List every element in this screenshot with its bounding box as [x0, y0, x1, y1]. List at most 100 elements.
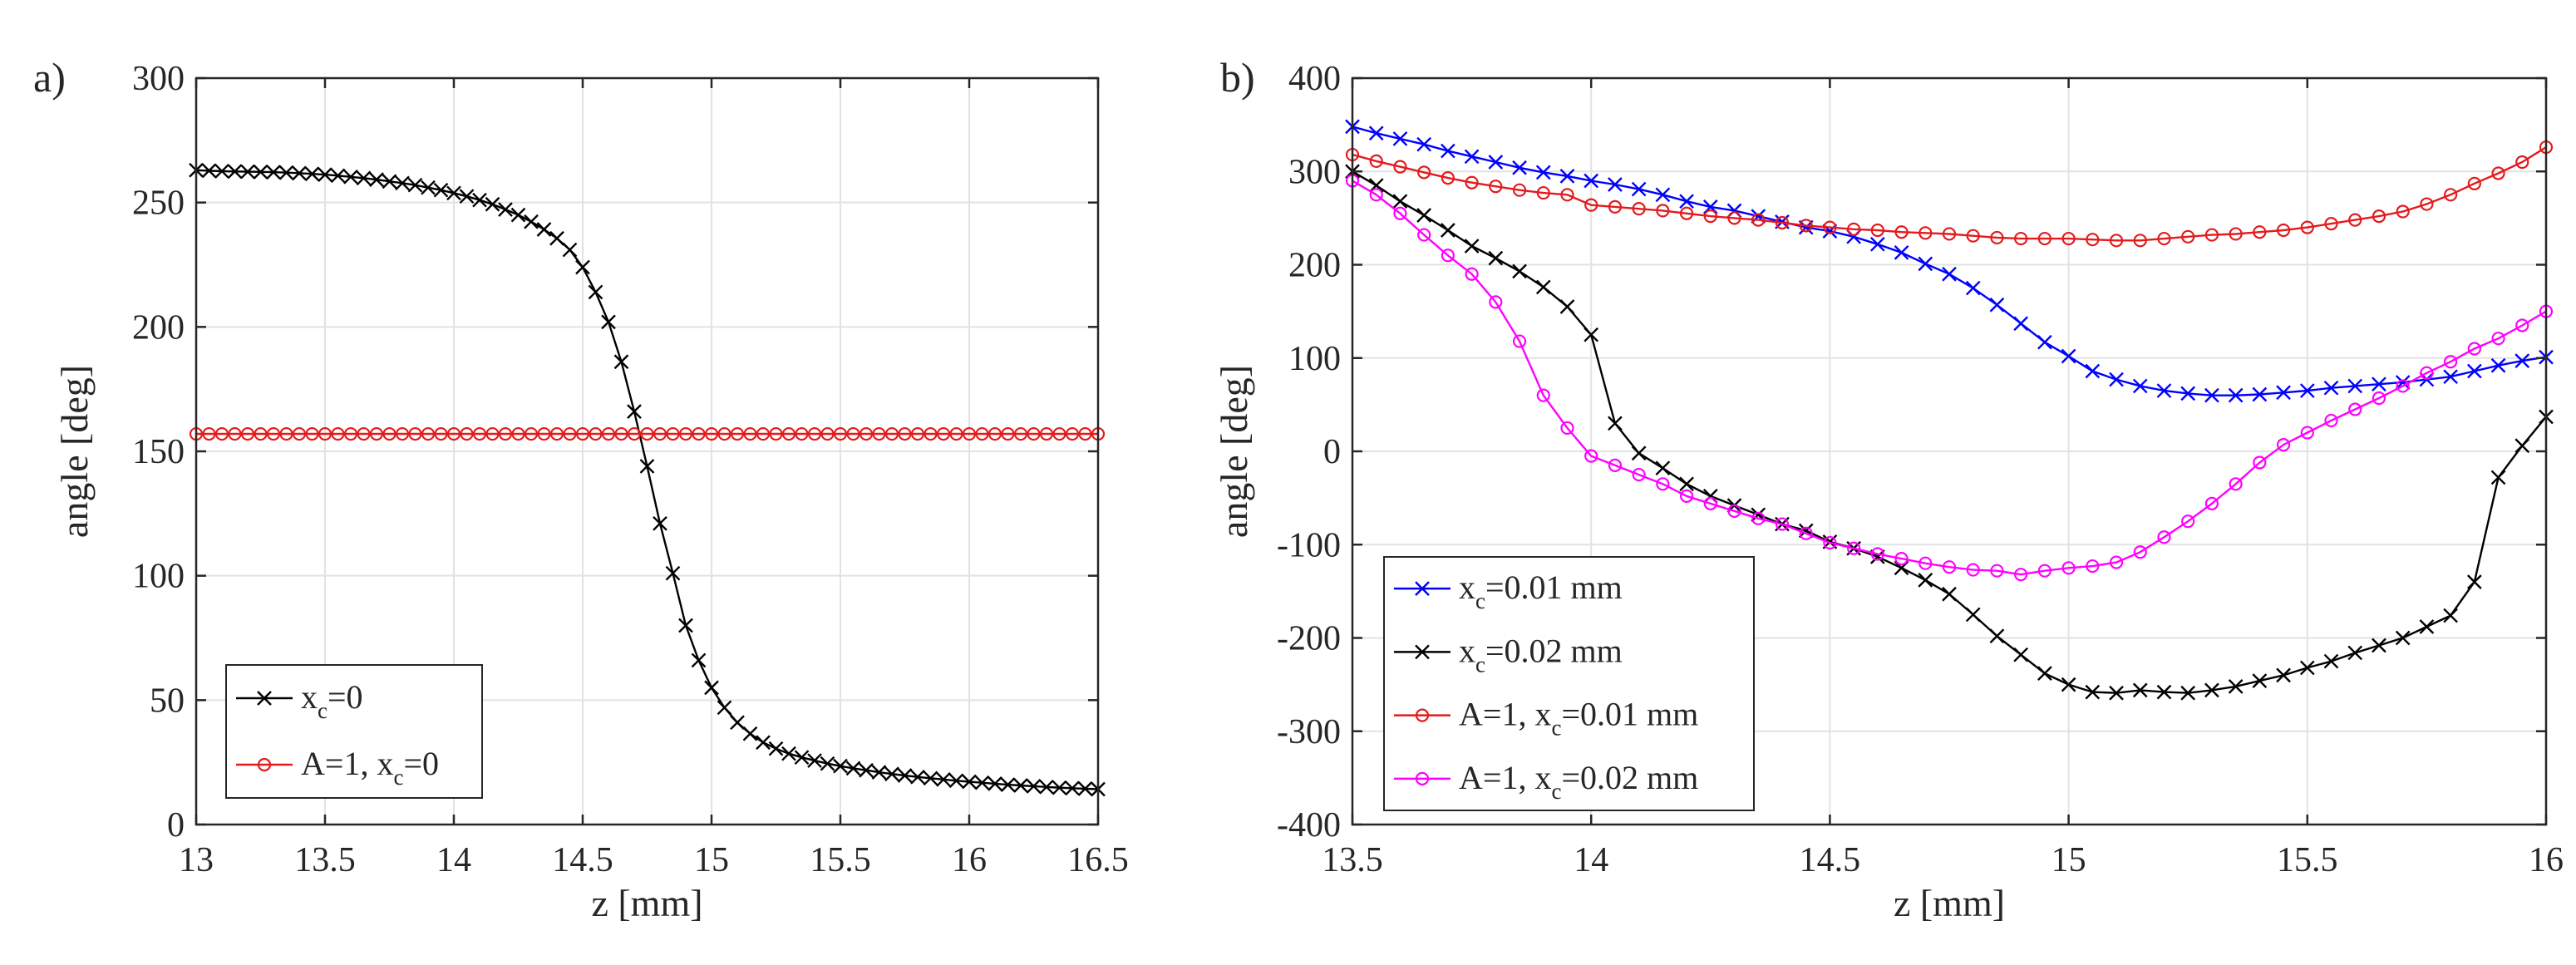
data-point [2515, 155, 2529, 170]
data-point [1584, 173, 1599, 189]
data-point [1026, 779, 1042, 794]
panel-a-xlabel: z [mm] [591, 882, 702, 924]
data-point [1000, 777, 1016, 792]
legend-rest: =0 [328, 678, 363, 716]
y-tick-label: 400 [1288, 60, 1341, 98]
data-point [1536, 185, 1550, 200]
data-point [1392, 131, 1408, 146]
data-point [742, 726, 758, 741]
data-point [1027, 426, 1041, 441]
data-point [1918, 573, 1933, 588]
data-point [807, 426, 822, 441]
data-point [1512, 334, 1527, 348]
data-point [357, 426, 371, 441]
data-point [2014, 568, 2028, 582]
series-4 [1345, 174, 2554, 582]
data-point [2181, 229, 2195, 244]
data-point [1799, 526, 1813, 540]
data-point [2276, 223, 2291, 238]
svg-text:A=1, xc=0: A=1, xc=0 [301, 745, 439, 790]
x-tick-label: 16 [2529, 841, 2564, 879]
data-point [1560, 421, 1574, 436]
legend-main: A=1, x [1459, 696, 1551, 733]
data-point [2014, 231, 2028, 246]
x-tick-label: 15 [694, 841, 729, 879]
data-point [743, 426, 757, 441]
data-point [833, 758, 848, 774]
data-point [2037, 334, 2052, 350]
data-point [1655, 187, 1671, 203]
data-point [524, 214, 539, 229]
data-point [1990, 230, 2004, 245]
data-point [408, 426, 422, 441]
data-point [2204, 228, 2219, 242]
data-point [498, 426, 513, 441]
legend-rest: =0.02 mm [1561, 759, 1698, 796]
legend-main: x [1459, 632, 1475, 669]
svg-text:xc=0.02 mm: xc=0.02 mm [1459, 632, 1623, 677]
data-point [910, 426, 925, 441]
data-point [1077, 781, 1093, 796]
legend-rest: =0 [403, 745, 439, 782]
data-point [1464, 239, 1480, 254]
data-point [2181, 515, 2195, 529]
data-point [2109, 685, 2124, 701]
data-point [331, 426, 345, 441]
data-point [614, 426, 628, 441]
data-point [756, 426, 771, 441]
data-point [588, 284, 603, 300]
data-point [2299, 660, 2315, 676]
data-point [2396, 204, 2410, 219]
data-point [666, 426, 680, 441]
data-point [1703, 209, 1717, 224]
svg-text:xc=0.01 mm: xc=0.01 mm [1459, 569, 1623, 613]
data-point [472, 192, 487, 208]
panel-a-label: a) [33, 54, 66, 101]
svg-text:A=1, xc=0.01 mm: A=1, xc=0.01 mm [1459, 696, 1698, 741]
panel-b-legend-box [1383, 556, 1755, 811]
data-point [1990, 564, 2004, 578]
data-point [1369, 188, 1383, 202]
data-point [318, 167, 332, 182]
legend-marker [1415, 581, 1430, 596]
data-point [2372, 391, 2386, 406]
data-point [1823, 220, 1837, 234]
panel-b-xlabel: z [mm] [1894, 882, 2005, 924]
data-point [563, 426, 577, 441]
data-point [2204, 682, 2219, 698]
data-point [692, 426, 706, 441]
legend-rest: =0.01 mm [1561, 696, 1698, 733]
legend-marker [1415, 771, 1430, 785]
data-point [1918, 226, 1933, 240]
legend-subscript: c [318, 698, 328, 723]
data-point [343, 426, 358, 441]
data-point [2133, 234, 2147, 248]
data-point [1416, 136, 1432, 152]
data-point [936, 771, 951, 787]
data-point [1608, 177, 1623, 192]
data-point [846, 426, 860, 441]
data-point [1608, 416, 1623, 431]
data-point [421, 180, 436, 195]
data-point [1655, 460, 1671, 476]
y-tick-label: 100 [1288, 340, 1341, 378]
data-point [254, 426, 268, 441]
data-point [1536, 388, 1550, 402]
data-point [2228, 387, 2244, 403]
data-point [2013, 316, 2029, 332]
series-2 [189, 426, 1106, 441]
data-point [305, 426, 319, 441]
legend-marker [1415, 644, 1430, 660]
data-point [266, 426, 281, 441]
data-point [1942, 266, 1957, 282]
data-point [2300, 220, 2314, 234]
data-point [1632, 467, 1646, 482]
data-point [343, 169, 358, 185]
data-point [833, 426, 848, 441]
data-point [1966, 229, 1980, 243]
data-point [1942, 586, 1957, 602]
data-point [1417, 228, 1431, 242]
data-point [1631, 181, 1647, 197]
data-point [948, 773, 964, 789]
data-point [1065, 426, 1080, 441]
